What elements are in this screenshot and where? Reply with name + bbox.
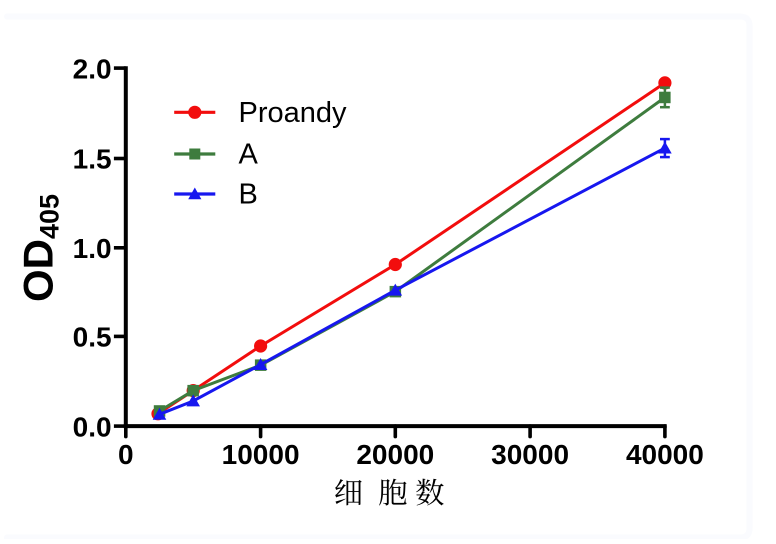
- svg-text:Proandy: Proandy: [239, 97, 348, 129]
- svg-text:40000: 40000: [626, 439, 704, 470]
- svg-text:20000: 20000: [356, 439, 434, 470]
- svg-text:0.0: 0.0: [73, 411, 112, 442]
- svg-text:B: B: [239, 179, 258, 211]
- svg-text:0.5: 0.5: [73, 322, 112, 353]
- svg-text:0: 0: [118, 439, 134, 470]
- svg-text:30000: 30000: [491, 439, 569, 470]
- svg-text:A: A: [239, 139, 259, 171]
- svg-text:OD405: OD405: [15, 194, 65, 302]
- svg-text:10000: 10000: [222, 439, 300, 470]
- svg-text:2.0: 2.0: [73, 53, 112, 84]
- svg-text:1.0: 1.0: [73, 233, 112, 264]
- svg-text:1.5: 1.5: [73, 144, 112, 175]
